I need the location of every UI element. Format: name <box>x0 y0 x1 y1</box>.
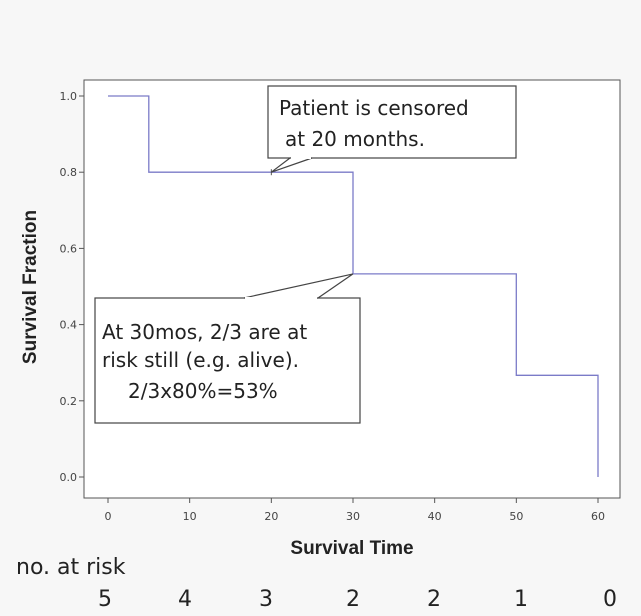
y-tick-label: 0.0 <box>60 471 78 484</box>
callout-text-line: at 20 months. <box>285 127 425 151</box>
risk-count: 2 <box>427 587 441 612</box>
risk-count: 0 <box>603 587 617 612</box>
x-tick-label: 40 <box>428 510 442 523</box>
x-tick-label: 0 <box>105 510 112 523</box>
callout-box <box>94 297 361 424</box>
risk-count: 2 <box>346 587 360 612</box>
callout-box <box>267 85 517 159</box>
y-tick-label: 0.6 <box>60 242 78 255</box>
risk-count: 5 <box>98 587 112 612</box>
y-tick-label: 0.4 <box>60 319 78 332</box>
x-axis-title: Survival Time <box>290 538 413 559</box>
risk-count: 1 <box>514 587 528 612</box>
risk-table-values: 5 4 3 2 2 1 0 <box>98 587 617 612</box>
x-tick-label: 50 <box>509 510 523 523</box>
y-axis-title: Survival Fraction <box>20 210 41 364</box>
x-tick-label: 10 <box>183 510 197 523</box>
axes-layer: 0.0 0.2 0.4 0.6 0.8 1.0 0 10 20 30 40 50 60 <box>60 90 606 523</box>
x-tick-label: 30 <box>346 510 360 523</box>
x-tick-label: 20 <box>264 510 278 523</box>
callout-text-line: 2/3x80%=53% <box>128 379 278 403</box>
risk-count: 3 <box>259 587 273 612</box>
risk-count: 4 <box>178 587 192 612</box>
y-tick-label: 0.2 <box>60 395 78 408</box>
y-tick-label: 1.0 <box>60 90 78 103</box>
x-tick-label: 60 <box>591 510 605 523</box>
callout-text-line: At 30mos, 2/3 are at <box>102 320 307 344</box>
callout-text-line: Patient is censored <box>279 96 469 120</box>
callout-layer: Patient is censored at 20 months. At 30mos… <box>94 85 517 424</box>
y-tick-label: 0.8 <box>60 166 78 179</box>
risk-table-label: no. at risk <box>16 555 126 580</box>
callout-text-line: risk still (e.g. alive). <box>102 348 299 372</box>
